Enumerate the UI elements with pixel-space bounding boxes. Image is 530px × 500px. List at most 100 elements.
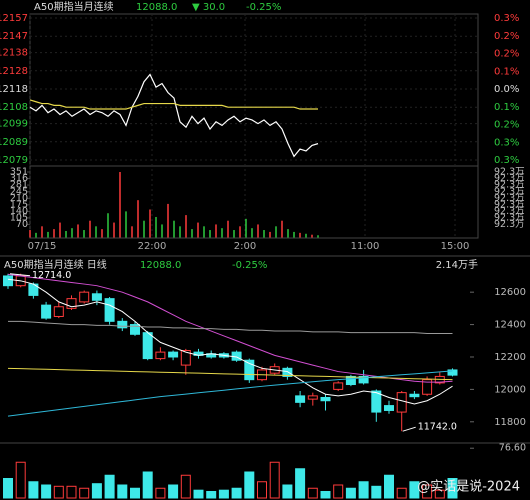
candle-body xyxy=(447,369,458,376)
x-tick-label: 2:00 xyxy=(234,241,256,252)
volume-bar xyxy=(28,481,39,499)
candle-body xyxy=(79,291,90,303)
candle-body xyxy=(333,382,344,390)
candle-body xyxy=(409,393,420,398)
volume-bar xyxy=(295,468,306,499)
y2-label: 92.3万 xyxy=(494,180,525,191)
volume-bar xyxy=(282,484,293,499)
y-tick-label: 105 xyxy=(10,212,28,223)
candle-body xyxy=(66,298,77,309)
price: 12088.0 xyxy=(136,2,177,13)
annotation: 11742.0 xyxy=(418,422,457,433)
title: A50期指当月连续 xyxy=(34,0,114,13)
y-tick-label: 76.60 xyxy=(499,443,526,454)
daily-change-pct: -0.25% xyxy=(232,260,267,271)
candle-body xyxy=(371,390,382,413)
volume-bar xyxy=(320,491,331,499)
y2-label: 92.3万 xyxy=(494,193,525,204)
volume-bar xyxy=(91,483,102,499)
change-pct: -0.25% xyxy=(246,2,281,13)
candle-body xyxy=(117,320,128,329)
y2-tick-label: 0.1% xyxy=(494,102,519,113)
y2-tick-label: 0.3% xyxy=(494,137,519,148)
y2-tick-label: 0.2% xyxy=(494,49,519,60)
candle-body xyxy=(180,350,191,366)
volume-bar xyxy=(15,461,26,499)
y-tick-label: 11800 xyxy=(494,417,526,428)
volume-bar xyxy=(244,471,255,499)
y-tick-label: 140 xyxy=(10,206,28,217)
y2-tick-label: 0.2% xyxy=(494,120,519,131)
candle-body xyxy=(282,367,293,377)
y-tick-label: 12079 xyxy=(0,155,28,166)
y-tick-label: 316 xyxy=(10,173,28,184)
y-tick-label: 12128 xyxy=(0,66,28,77)
y-tick-label: 351 xyxy=(10,167,28,178)
y2-label: 92.3万 xyxy=(494,186,525,197)
ma-line xyxy=(7,367,453,381)
y-tick-label: 175 xyxy=(10,199,28,210)
y-tick-label: 12118 xyxy=(0,84,28,95)
candle-body xyxy=(307,395,318,400)
candle-body xyxy=(104,298,115,322)
daily-volume: 2.14万手 xyxy=(436,258,478,271)
volume-bar xyxy=(66,485,77,499)
y-tick-label: 281 xyxy=(10,180,28,191)
daily-price: 12088.0 xyxy=(140,260,181,271)
x-tick-label: 15:00 xyxy=(441,241,470,252)
y2-label: 92.3万 xyxy=(494,173,525,184)
y-tick-label: 12157 xyxy=(0,13,28,24)
volume-bar xyxy=(269,461,280,499)
volume-bar xyxy=(130,487,140,499)
volume-bar xyxy=(206,491,217,499)
volume-bar xyxy=(384,474,394,499)
y2-label: 92.3万 xyxy=(494,219,525,230)
y-tick-label: 12089 xyxy=(0,137,28,148)
volume-bar xyxy=(218,489,229,499)
candle-body xyxy=(130,324,140,335)
y2-tick-label: 0.3% xyxy=(494,13,519,24)
annotation-arrow xyxy=(402,426,416,432)
candle-body xyxy=(422,379,433,395)
x-tick-label: 11:00 xyxy=(351,241,380,252)
volume-bar xyxy=(142,471,153,499)
ma-line xyxy=(7,278,453,405)
change: ▼ 30.0 xyxy=(192,2,225,13)
watermark: @实话是说-2024 xyxy=(417,480,520,495)
volume-bar xyxy=(447,478,458,499)
volume-bar xyxy=(3,478,13,499)
y-tick-label: 12400 xyxy=(494,320,526,331)
y-tick-label: 12099 xyxy=(0,119,28,130)
candle-body xyxy=(53,306,64,317)
volume-bar xyxy=(307,487,318,499)
y-tick-label: 245 xyxy=(10,186,28,197)
candle-body xyxy=(168,351,179,358)
volume-bar xyxy=(53,485,64,499)
volume-bar xyxy=(422,484,433,499)
y-tick-label: 70 xyxy=(16,219,28,230)
y2-label: 92.3万 xyxy=(494,212,525,223)
y2-label: 92.3万 xyxy=(494,206,525,217)
y-tick-label: 210 xyxy=(10,193,28,204)
y2-label: 92.3万 xyxy=(494,199,525,210)
volume-bar xyxy=(333,484,344,499)
candle-body xyxy=(396,392,407,413)
candle-body xyxy=(320,396,331,402)
candle-body xyxy=(384,405,394,411)
annotation: 12714.0 xyxy=(32,270,71,281)
candle-body xyxy=(345,375,356,386)
volume-bar xyxy=(371,485,382,499)
volume-bar xyxy=(117,484,128,499)
candle-body xyxy=(295,395,306,403)
y-tick-label: 12108 xyxy=(0,102,28,113)
volume-bar xyxy=(104,474,115,499)
volume-bar xyxy=(358,481,369,499)
y2-label: 92.3万 xyxy=(494,167,525,178)
price-line xyxy=(29,73,319,158)
y-tick-label: 12147 xyxy=(0,31,28,42)
candle-body xyxy=(358,375,369,384)
x-tick-label: 07/15 xyxy=(28,241,57,252)
volume-bar xyxy=(257,481,267,499)
